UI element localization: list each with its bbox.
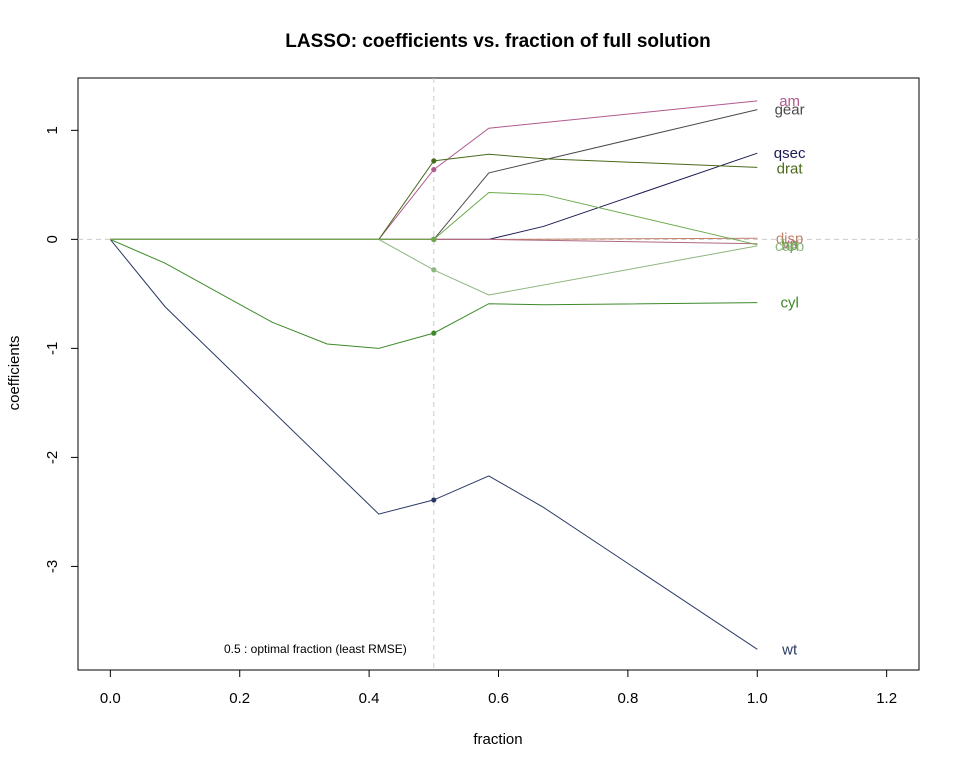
x-tick-label: 0.8 (617, 690, 638, 707)
y-tick-label: 1 (44, 126, 61, 134)
optimal-marker-carb (431, 267, 437, 273)
series-label-carb: carb (775, 238, 804, 255)
series-label-wt: wt (781, 641, 798, 658)
series-line-wt (109, 239, 758, 650)
series-label-gear: gear (775, 102, 805, 119)
series-label-qsec: qsec (774, 145, 806, 162)
x-tick-label: 0.4 (359, 690, 380, 707)
series-line-cyl (110, 238, 758, 349)
x-tick-label: 1.0 (747, 690, 768, 707)
optimal-marker-am (431, 166, 437, 173)
optimal-marker-wt (431, 497, 437, 503)
series-label-drat: drat (777, 160, 804, 177)
x-tick-label: 0.0 (100, 690, 121, 707)
chart-title: LASSO: coefficients vs. fraction of full… (285, 31, 710, 52)
x-tick-label: 0.2 (229, 690, 250, 707)
optimal-marker-drat (431, 158, 437, 164)
x-tick-label: 0.6 (488, 690, 509, 707)
optimal-marker-hp (431, 236, 437, 242)
x-tick-label: 1.2 (876, 690, 897, 707)
series-label-disp: disp (776, 230, 804, 247)
y-tick-label: -3 (44, 560, 61, 573)
optimal-marker-cyl (431, 330, 437, 336)
y-tick-label: -1 (44, 342, 61, 355)
x-axis-title: fraction (473, 731, 522, 748)
series-label-am: am (779, 93, 800, 110)
y-tick-label: 0 (44, 235, 61, 243)
series-label-hp: hp (781, 237, 798, 254)
series-label-vs: vs (782, 236, 797, 253)
y-axis-title: coefficients (6, 336, 23, 411)
series-label-cyl: cyl (780, 295, 798, 312)
series-line-gear (110, 109, 758, 240)
optimal-fraction-annotation: 0.5 : optimal fraction (least RMSE) (224, 642, 407, 656)
plot-area: 0.0 0.2 0.4 0.6 0.8 1.0 1.2 -3 -2 -1 0 1 wt cyl amgear… (44, 77, 920, 707)
y-tick-label: -2 (44, 451, 61, 464)
